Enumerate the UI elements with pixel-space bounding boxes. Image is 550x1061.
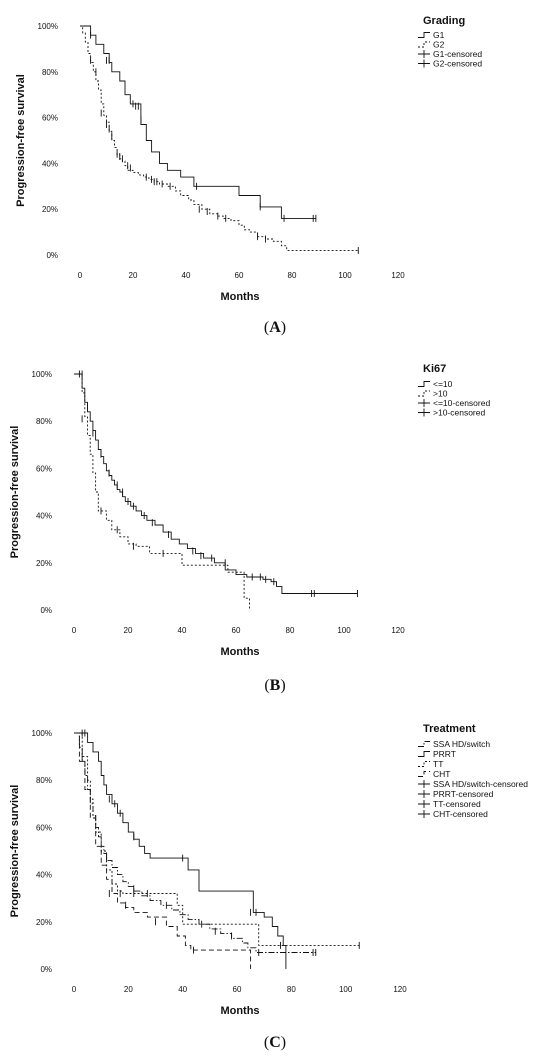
legend-entry: G1-censored xyxy=(433,49,482,59)
legend-swatch-censored xyxy=(418,780,430,788)
y-tick-label: 80% xyxy=(36,776,52,785)
panel-a: 0% 20% 40% 60% 80% 100% 0 20 40 60 80 100 120 Months P… xyxy=(15,15,482,336)
x-axis-label: Months xyxy=(220,1005,259,1017)
x-tick-label: 120 xyxy=(391,626,405,635)
legend-entry: PRRT-censored xyxy=(433,789,494,799)
legend-entry: G1 xyxy=(433,30,445,40)
panel-b: 0% 20% 40% 60% 80% 100% 0 20 40 60 80 100 120 Months P… xyxy=(9,363,490,694)
legend-entry: SSA HD/switch xyxy=(433,739,490,749)
legend-swatch-censored xyxy=(418,399,430,407)
legend-entry: <=10 xyxy=(433,379,453,389)
series-line-cht xyxy=(74,732,252,969)
panel-c: 0% 20% 40% 60% 80% 100% 0 20 40 60 80 100 120 Months P… xyxy=(9,723,528,1051)
legend-swatch xyxy=(418,771,430,777)
legend-swatch-censored xyxy=(418,790,430,798)
legend-swatch xyxy=(418,390,430,397)
y-tick-label: 60% xyxy=(36,823,52,832)
legend-swatch xyxy=(418,751,430,757)
x-tick-label: 80 xyxy=(286,626,295,635)
y-tick-label: 40% xyxy=(36,871,52,880)
y-tick-label: 60% xyxy=(42,114,58,123)
x-tick-label: 20 xyxy=(129,271,138,280)
legend-swatch xyxy=(418,381,430,387)
panel-label: (A) xyxy=(264,319,286,336)
x-tick-label: 60 xyxy=(235,271,244,280)
legend-swatch xyxy=(418,32,430,38)
panel-label: (C) xyxy=(264,1034,286,1051)
legend-entry: G2-censored xyxy=(433,59,482,69)
series-line-g1 xyxy=(80,25,316,219)
x-tick-label: 40 xyxy=(182,271,191,280)
legend-swatch xyxy=(418,41,430,48)
x-tick-label: 100 xyxy=(338,271,352,280)
x-axis-label: Months xyxy=(220,291,259,303)
panel-label: (B) xyxy=(264,677,285,694)
legend-swatch xyxy=(418,741,430,747)
y-axis-label: Progression-free survival xyxy=(9,426,21,559)
legend-swatch-censored xyxy=(418,810,430,818)
legend-swatch-censored xyxy=(418,59,430,68)
x-tick-label: 0 xyxy=(72,626,77,635)
legend-swatch-censored xyxy=(418,408,430,417)
legend-entry: PRRT xyxy=(433,749,456,759)
series-line-tt xyxy=(74,732,360,946)
x-tick-label: 100 xyxy=(339,985,353,994)
x-tick-label: 0 xyxy=(72,985,77,994)
x-tick-label: 80 xyxy=(287,985,296,994)
series-line-g2 xyxy=(80,25,359,251)
x-tick-label: 20 xyxy=(124,985,133,994)
x-tick-label: 0 xyxy=(78,271,83,280)
legend-entry: CHT-censored xyxy=(433,809,488,819)
legend-entry: >10 xyxy=(433,389,448,399)
legend-entry: >10-censored xyxy=(433,408,485,418)
y-tick-label: 100% xyxy=(32,729,52,738)
y-axis-label: Progression-free survival xyxy=(9,785,21,918)
y-tick-label: 80% xyxy=(42,68,58,77)
x-tick-label: 120 xyxy=(391,271,405,280)
x-tick-label: 80 xyxy=(288,271,297,280)
y-axis-label: Progression-free survival xyxy=(15,74,27,207)
x-tick-label: 20 xyxy=(124,626,133,635)
y-tick-label: 100% xyxy=(32,370,52,379)
x-tick-label: 120 xyxy=(393,985,407,994)
x-tick-label: 40 xyxy=(178,626,187,635)
x-tick-label: 40 xyxy=(178,985,187,994)
legend-swatch-censored xyxy=(418,50,430,58)
legend-swatch-censored xyxy=(418,800,430,808)
series-line-10 xyxy=(74,373,250,610)
x-axis-label: Months xyxy=(220,646,259,658)
series-line-ssa-hd-switch xyxy=(74,732,316,953)
y-tick-label: 0% xyxy=(40,965,52,974)
y-tick-label: 100% xyxy=(38,22,58,31)
legend-entry: CHT xyxy=(433,769,450,779)
y-tick-label: 40% xyxy=(36,512,52,521)
y-tick-label: 40% xyxy=(42,159,58,168)
y-tick-label: 0% xyxy=(40,606,52,615)
legend-title: Ki67 xyxy=(423,363,446,375)
y-tick-label: 60% xyxy=(36,464,52,473)
legend-entry: SSA HD/switch-censored xyxy=(433,779,528,789)
x-tick-label: 60 xyxy=(232,626,241,635)
series-line-10 xyxy=(74,373,358,594)
legend-title: Treatment xyxy=(423,723,476,735)
legend-entry: G2 xyxy=(433,40,445,50)
y-tick-label: 20% xyxy=(36,918,52,927)
y-tick-label: 20% xyxy=(42,205,58,214)
y-tick-label: 80% xyxy=(36,417,52,426)
y-tick-label: 0% xyxy=(46,251,58,260)
legend-entry: TT xyxy=(433,759,443,769)
x-tick-label: 100 xyxy=(337,626,351,635)
legend-swatch xyxy=(418,761,430,767)
legend-entry: <=10-censored xyxy=(433,398,490,408)
legend-entry: TT-censored xyxy=(433,799,481,809)
legend-title: Grading xyxy=(423,15,465,27)
y-tick-label: 20% xyxy=(36,559,52,568)
x-tick-label: 60 xyxy=(233,985,242,994)
